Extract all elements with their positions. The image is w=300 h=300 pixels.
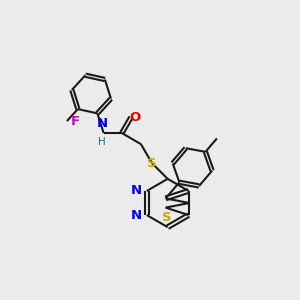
Text: N: N	[97, 116, 108, 130]
Text: H: H	[98, 136, 106, 147]
Text: O: O	[129, 111, 140, 124]
Text: N: N	[131, 184, 142, 197]
Text: F: F	[71, 115, 80, 128]
Text: S: S	[162, 211, 172, 224]
Text: N: N	[131, 208, 142, 222]
Text: S: S	[147, 157, 157, 170]
